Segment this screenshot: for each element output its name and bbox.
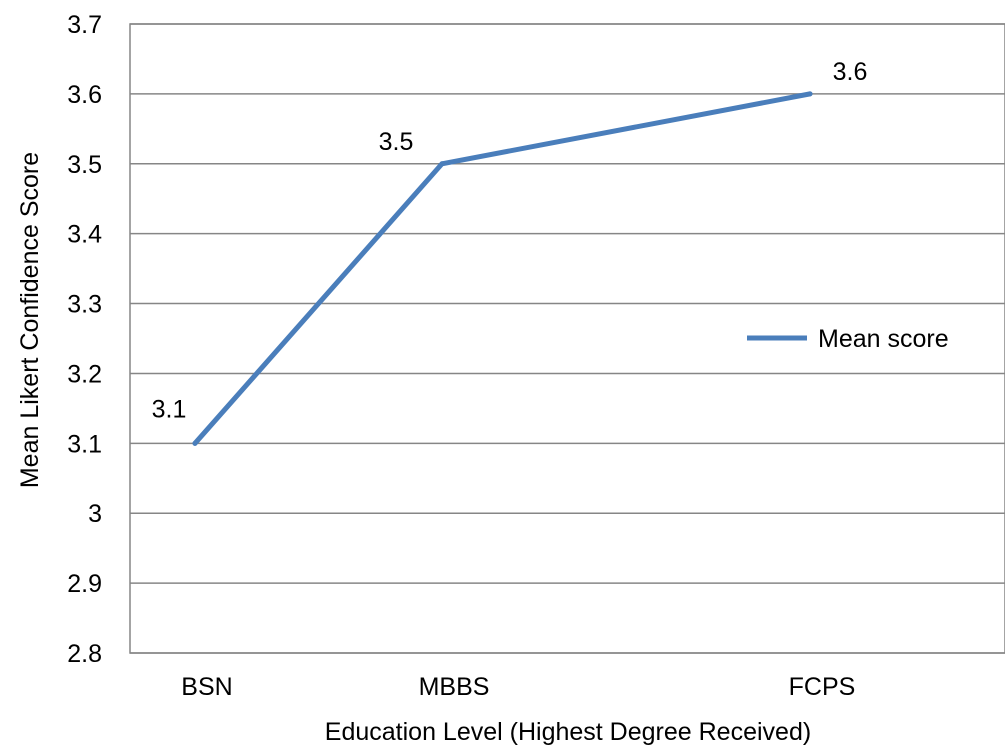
data-label: 3.6 — [833, 58, 868, 86]
data-point — [192, 440, 198, 446]
x-tick-label: BSN — [181, 673, 232, 701]
y-tick-label: 3 — [88, 500, 102, 528]
y-axis-title: Mean Likert Confidence Score — [16, 152, 44, 488]
x-tick-label: MBBS — [419, 673, 490, 701]
y-tick-label: 3.5 — [67, 151, 102, 179]
y-tick-label: 3.1 — [67, 430, 102, 458]
y-tick-label: 2.9 — [67, 570, 102, 598]
series-group — [192, 91, 813, 446]
x-axis-ticks: BSN MBBS FCPS — [181, 673, 855, 701]
y-tick-label: 2.8 — [67, 640, 102, 668]
data-labels: 3.1 3.5 3.6 — [152, 58, 868, 423]
plot-area-border — [129, 23, 1005, 654]
data-label: 3.5 — [379, 128, 414, 156]
legend-label-mean-score: Mean score — [818, 325, 949, 353]
x-tick-label: FCPS — [789, 673, 856, 701]
y-tick-label: 3.3 — [67, 291, 102, 319]
series-line-mean-score — [192, 91, 813, 446]
x-axis-title: Education Level (Highest Degree Received… — [325, 718, 811, 746]
y-tick-label: 3.2 — [67, 360, 102, 388]
data-point — [439, 161, 445, 167]
y-tick-label: 3.4 — [67, 221, 102, 249]
y-tick-label: 3.7 — [67, 11, 102, 39]
legend: Mean score — [747, 325, 949, 353]
data-label: 3.1 — [152, 395, 187, 423]
y-tick-label: 3.6 — [67, 81, 102, 109]
data-point — [807, 91, 813, 97]
y-axis-ticks: 2.8 2.9 3 3.1 3.2 3.3 3.4 3.5 3.6 3.7 — [67, 11, 102, 668]
